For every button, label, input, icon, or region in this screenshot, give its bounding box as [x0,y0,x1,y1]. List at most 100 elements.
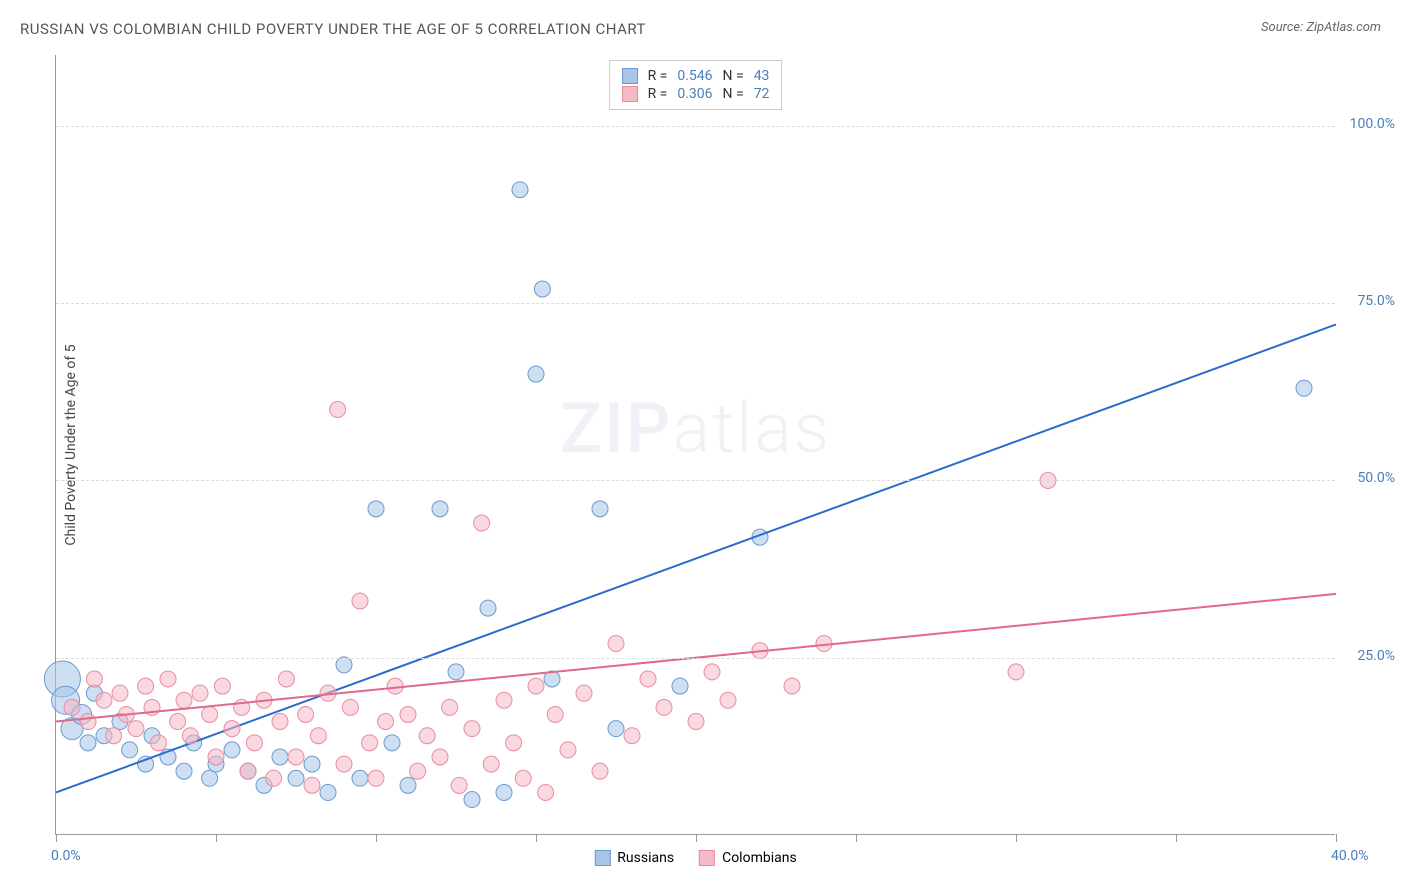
data-point [448,664,464,680]
data-point [128,721,144,737]
correlation-legend: R = 0.546 N = 43 R = 0.306 N = 72 [609,60,783,110]
data-point [400,706,416,722]
data-point [464,792,480,808]
data-point [176,763,192,779]
data-point [1296,380,1312,396]
data-point [496,692,512,708]
data-point [224,742,240,758]
x-tick [216,834,217,842]
data-point [378,714,394,730]
data-point [278,671,294,687]
n-label: N = [723,68,744,84]
chart-svg [56,55,1335,834]
data-point [538,784,554,800]
data-point [138,678,154,694]
data-point [368,501,384,517]
data-point [182,728,198,744]
data-point [176,692,192,708]
legend-label-russians: Russians [617,850,674,866]
data-point [246,735,262,751]
y-tick-label: 25.0% [1357,648,1395,664]
data-point [288,770,304,786]
gridline [56,303,1335,304]
swatch-colombians-icon [699,850,715,866]
r-value-colombians: 0.306 [677,86,712,102]
data-point [266,770,282,786]
data-point [480,600,496,616]
data-point [688,714,704,730]
gridline [56,480,1335,481]
data-point [672,678,688,694]
data-point [528,366,544,382]
data-point [506,735,522,751]
data-point [240,763,256,779]
legend-item-colombians: Colombians [699,850,797,866]
series-legend: Russians Colombians [594,850,796,866]
data-point [170,714,186,730]
data-point [496,784,512,800]
data-point [150,735,166,751]
data-point [224,721,240,737]
x-tick [536,834,537,842]
x-tick [696,834,697,842]
data-point [410,763,426,779]
data-point [310,728,326,744]
data-point [112,685,128,701]
legend-row-colombians: R = 0.306 N = 72 [622,86,770,102]
x-tick [856,834,857,842]
y-tick-label: 100.0% [1350,116,1395,132]
swatch-russians [622,68,638,84]
data-point [336,657,352,673]
legend-label-colombians: Colombians [722,850,797,866]
chart-title: RUSSIAN VS COLOMBIAN CHILD POVERTY UNDER… [20,20,646,38]
x-tick [56,834,57,842]
data-point [352,770,368,786]
data-point [202,770,218,786]
data-point [368,770,384,786]
x-tick-label: 40.0% [1331,848,1369,864]
data-point [784,678,800,694]
legend-item-russians: Russians [594,850,674,866]
x-tick [1176,834,1177,842]
x-tick-label: 0.0% [51,848,81,864]
data-point [80,714,96,730]
data-point [534,281,550,297]
data-point [576,685,592,701]
data-point [464,721,480,737]
data-point [387,678,403,694]
data-point [515,770,531,786]
data-point [432,749,448,765]
data-point [474,515,490,531]
data-point [1008,664,1024,680]
gridline [56,126,1335,127]
data-point [336,756,352,772]
data-point [320,784,336,800]
swatch-colombians [622,86,638,102]
swatch-russians-icon [594,850,610,866]
data-point [288,749,304,765]
data-point [86,671,102,687]
data-point [330,402,346,418]
data-point [451,777,467,793]
data-point [352,593,368,609]
gridline [56,658,1335,659]
data-point [608,721,624,737]
data-point [547,706,563,722]
x-tick [1016,834,1017,842]
r-label: R = [648,86,668,102]
data-point [640,671,656,687]
data-point [560,742,576,758]
data-point [512,182,528,198]
data-point [304,777,320,793]
data-point [624,728,640,744]
data-point [160,671,176,687]
data-point [64,699,80,715]
data-point [592,763,608,779]
x-tick [1336,834,1337,842]
data-point [214,678,230,694]
r-value-russians: 0.546 [677,68,712,84]
y-tick-label: 75.0% [1357,293,1395,309]
data-point [202,706,218,722]
data-point [528,678,544,694]
data-point [656,699,672,715]
